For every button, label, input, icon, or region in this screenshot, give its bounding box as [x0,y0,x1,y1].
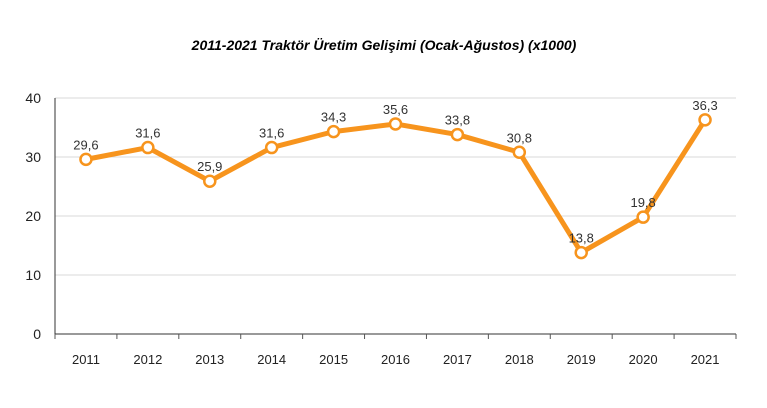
x-tick-label-2011: 2011 [72,352,100,367]
y-tick-label-10: 10 [25,267,41,283]
y-tick-label-30: 30 [25,149,41,165]
data-label-2021: 36,3 [692,98,717,113]
x-tick-label-2015: 2015 [319,352,348,367]
y-tick-label-40: 40 [25,90,41,106]
data-point-2021 [698,113,712,127]
x-tick-label-2013: 2013 [195,352,224,367]
y-tick-label-20: 20 [25,208,41,224]
x-tick-label-2021: 2021 [691,352,720,367]
data-label-2018: 30,8 [507,130,532,145]
data-point-2013 [203,174,217,188]
data-point-2011 [79,152,93,167]
chart-title: 2011-2021 Traktör Üretim Gelişimi (Ocak-… [191,37,577,53]
data-label-2019: 13,8 [569,231,594,246]
data-point-2012 [141,140,155,155]
x-tick-label-2019: 2019 [567,352,596,367]
data-label-2012: 31,6 [135,126,160,141]
data-point-2015 [326,124,341,139]
data-label-2011: 29,6 [73,137,98,152]
data-label-2020: 19,8 [630,195,655,210]
series-line [83,117,708,256]
data-label-2013: 25,9 [197,159,222,174]
x-tick-label-2018: 2018 [505,352,534,367]
axes: 0 10 20 30 40 2011 2012 2013 2014 2015 2016 2017 201… [25,90,737,367]
x-tick-label-2014: 2014 [257,352,286,367]
x-tick-label-2016: 2016 [381,352,410,367]
x-tick-label-2017: 2017 [443,352,472,367]
x-tick-label-2020: 2020 [629,352,658,367]
data-point-2014 [264,140,279,155]
data-labels: 29,6 31,6 25,9 31,6 34,3 35,6 33,8 30,8 13,8 19,8… [73,98,717,246]
data-label-2014: 31,6 [259,126,284,141]
data-label-2017: 33,8 [445,113,470,128]
y-tick-label-0: 0 [33,326,41,342]
data-point-2019 [574,245,588,260]
data-point-2017 [450,127,465,142]
data-label-2015: 34,3 [321,110,346,125]
x-tick-label-2012: 2012 [133,352,162,367]
series-layer [79,113,712,260]
data-label-2016: 35,6 [383,102,408,117]
data-point-2016 [388,117,403,131]
data-point-2020 [636,210,650,224]
data-point-2018 [512,145,527,160]
